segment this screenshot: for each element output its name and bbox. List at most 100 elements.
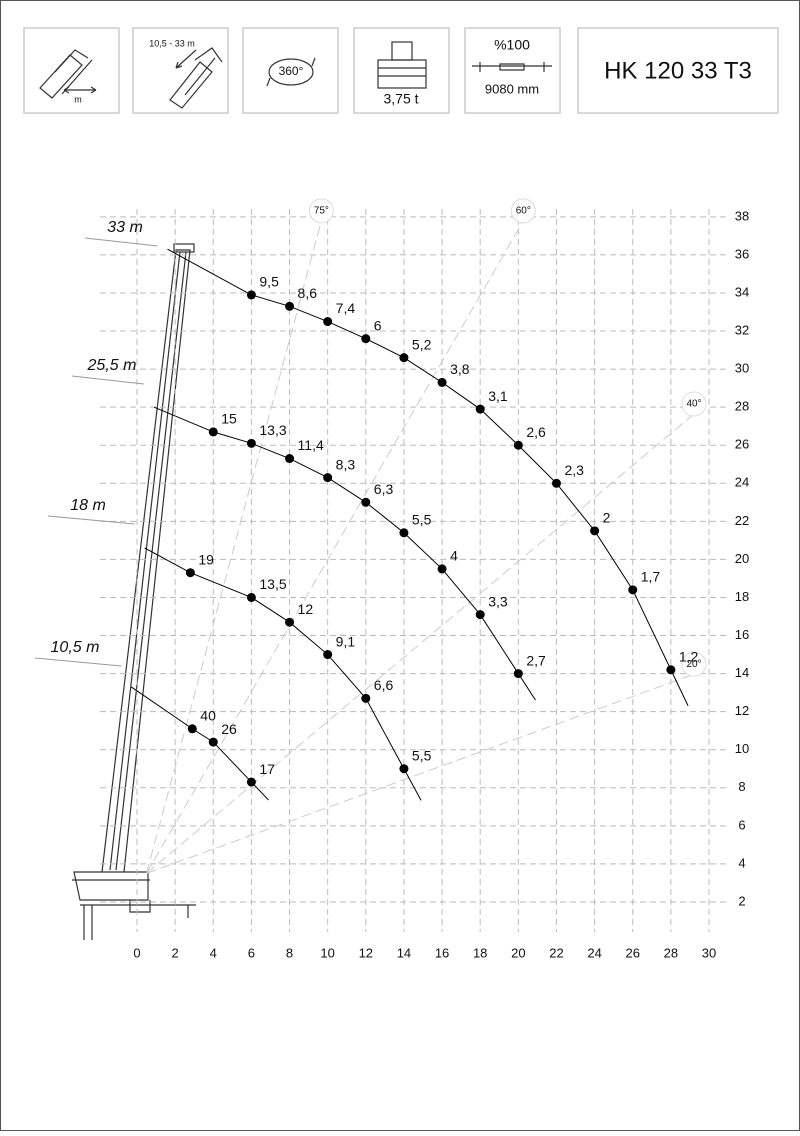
load-label: 3,8	[450, 361, 470, 377]
boom-leader	[84, 237, 158, 247]
load-point	[208, 737, 218, 747]
x-tick-label: 8	[286, 945, 293, 960]
icon-label: %100	[494, 37, 530, 53]
load-point	[285, 454, 295, 464]
load-label: 6,3	[374, 481, 394, 497]
model-box	[577, 27, 779, 114]
load-label: 3,1	[488, 388, 508, 404]
x-tick-label: 14	[397, 945, 411, 960]
icon-label: 9080 mm	[485, 81, 539, 96]
load-point	[246, 777, 256, 787]
boom-length-label: 18 m	[70, 497, 106, 514]
icon-telescope	[169, 47, 223, 109]
load-point	[323, 473, 333, 483]
load-point	[246, 438, 256, 448]
load-label: 6,6	[374, 677, 394, 693]
load-label: 17	[259, 761, 275, 777]
x-tick-label: 2	[172, 945, 179, 960]
load-point	[185, 568, 195, 578]
load-label: 2,6	[526, 424, 546, 440]
angle-badge	[681, 651, 707, 677]
load-label: 5,5	[412, 511, 432, 527]
y-tick-label: 38	[735, 208, 749, 223]
load-label: 11,4	[298, 437, 324, 453]
icon-label: 3,75 t	[383, 91, 418, 107]
y-tick-label: 24	[735, 475, 749, 490]
x-tick-label: 18	[473, 945, 487, 960]
load-label: 1,7	[641, 569, 661, 585]
angle-line	[146, 673, 695, 874]
boom-length-label: 10,5 m	[51, 639, 100, 656]
load-label: 2,3	[564, 462, 584, 478]
load-label: 12	[298, 601, 314, 617]
load-point	[187, 724, 197, 734]
y-tick-label: 34	[735, 284, 749, 299]
y-tick-label: 20	[735, 551, 749, 566]
load-label: 2,7	[526, 652, 546, 668]
load-label: 13,5	[259, 576, 286, 592]
angle-badge	[308, 198, 334, 224]
y-tick-label: 4	[738, 855, 745, 870]
load-point	[437, 377, 447, 387]
load-curve	[167, 248, 689, 706]
y-tick-label: 14	[735, 665, 749, 680]
boom-length-label: 25,5 m	[87, 357, 137, 374]
icon-box	[242, 27, 339, 114]
load-label: 5,5	[412, 747, 432, 763]
x-tick-label: 28	[664, 945, 678, 960]
load-point	[361, 497, 371, 507]
y-tick-label: 2	[738, 893, 745, 908]
load-point	[399, 353, 409, 363]
angle-label: 60°	[516, 206, 531, 217]
load-label: 9,5	[259, 274, 279, 290]
load-point	[399, 764, 409, 774]
x-tick-label: 26	[625, 945, 639, 960]
angle-line	[146, 220, 322, 874]
load-point	[551, 478, 561, 488]
load-label: 8,3	[336, 456, 356, 472]
load-point	[475, 404, 485, 414]
y-tick-label: 28	[735, 399, 749, 414]
x-tick-label: 12	[359, 945, 373, 960]
load-point	[285, 617, 295, 627]
x-tick-label: 22	[549, 945, 563, 960]
crane-sketch	[72, 243, 196, 940]
load-point	[323, 650, 333, 660]
boom-leader	[34, 657, 122, 667]
load-point	[323, 317, 333, 327]
load-label: 15	[221, 411, 237, 427]
x-tick-label: 0	[133, 945, 140, 960]
load-label: 2	[603, 510, 611, 526]
x-tick-label: 20	[511, 945, 525, 960]
load-label: 1,2	[679, 648, 699, 664]
load-point	[285, 301, 295, 311]
load-label: 8,6	[298, 285, 318, 301]
model-name: HK 120 33 T3	[604, 57, 752, 84]
load-point	[513, 440, 523, 450]
icon-label: 360°	[279, 64, 304, 78]
angle-badge	[681, 391, 707, 417]
load-label: 26	[221, 721, 237, 737]
y-tick-label: 12	[735, 703, 749, 718]
icon-label: 10,5 - 33 m	[149, 38, 195, 48]
icon-label: m	[74, 94, 82, 104]
angle-badge	[510, 198, 536, 224]
load-point	[513, 669, 523, 679]
load-label: 19	[198, 551, 214, 567]
load-point	[590, 526, 600, 536]
load-label: 9,1	[336, 633, 356, 649]
load-label: 40	[200, 707, 216, 723]
angle-label: 40°	[686, 399, 701, 410]
y-tick-label: 8	[738, 779, 745, 794]
y-tick-label: 30	[735, 361, 749, 376]
x-tick-label: 24	[587, 945, 601, 960]
icon-box	[132, 27, 229, 114]
load-point	[361, 693, 371, 703]
load-label: 3,3	[488, 593, 508, 609]
y-tick-label: 22	[735, 513, 749, 528]
load-label: 13,3	[259, 422, 286, 438]
angle-label: 20°	[686, 659, 701, 670]
y-tick-label: 16	[735, 627, 749, 642]
icon-weight	[377, 41, 427, 89]
